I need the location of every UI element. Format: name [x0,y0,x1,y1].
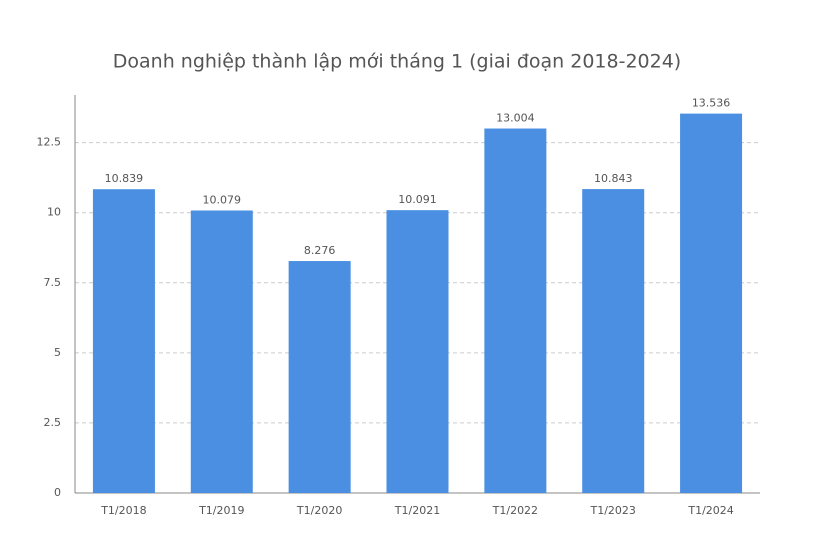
data-label: 10.079 [203,194,242,207]
bar [92,189,155,493]
bar [288,261,351,493]
bar [190,210,253,493]
bar [680,113,743,493]
y-tick-label: 7.5 [44,276,62,289]
y-tick-label: 2.5 [44,416,62,429]
y-tick-label: 10 [47,206,61,219]
data-label: 10.091 [398,193,437,206]
x-tick-label: T1/2020 [296,504,342,517]
x-tick-label: T1/2019 [198,504,244,517]
bar [582,189,645,493]
data-label: 13.004 [496,112,535,125]
x-tick-label: T1/2023 [590,504,636,517]
y-tick-label: 12.5 [37,136,62,149]
bar [386,210,449,494]
x-tick-label: T1/2024 [687,504,733,517]
x-tick-label: T1/2022 [492,504,538,517]
y-tick-label: 5 [54,346,61,359]
x-tick-label: T1/2021 [394,504,440,517]
data-label: 13.536 [692,97,731,110]
chart-title: Doanh nghiệp thành lập mới tháng 1 (giai… [113,51,681,73]
x-tick-label: T1/2018 [100,504,146,517]
bar [484,128,547,494]
data-label: 8.276 [304,244,336,257]
y-tick-label: 0 [54,486,61,499]
data-label: 10.843 [594,172,633,185]
data-label: 10.839 [105,172,144,185]
